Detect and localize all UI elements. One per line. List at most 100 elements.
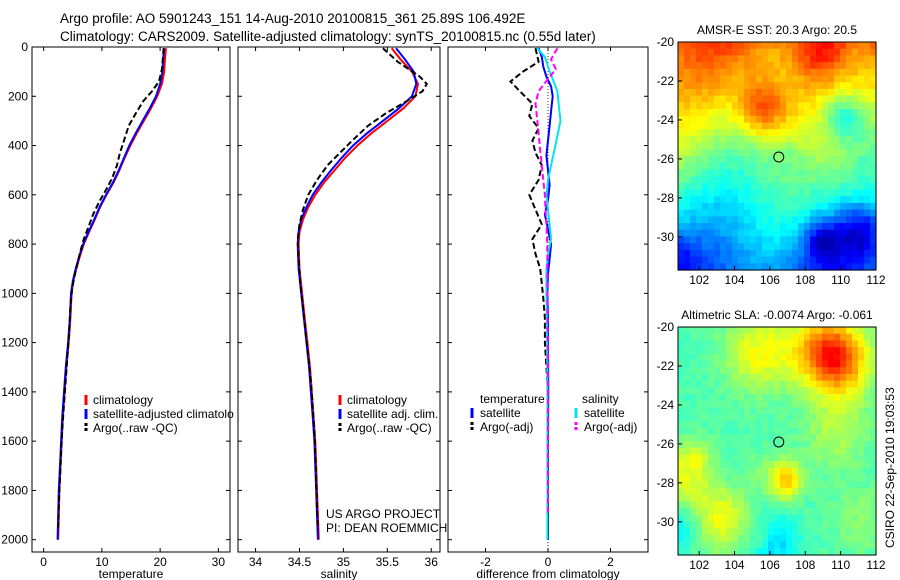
sst-heatmap-cell xyxy=(870,115,877,124)
sst-heatmap-cell xyxy=(834,48,841,57)
sst-heatmap-cell xyxy=(768,115,775,124)
sla-heatmap-cell xyxy=(828,387,835,395)
sst-heatmap-cell xyxy=(756,229,763,238)
sla-heatmap-cell xyxy=(714,548,721,556)
sla-heatmap-cell xyxy=(798,487,805,496)
sst-heatmap-cell xyxy=(840,202,847,211)
sla-heatmap-cell xyxy=(696,353,703,362)
sst-heatmap-cell xyxy=(828,182,835,191)
sla-heatmap-cell xyxy=(834,360,841,368)
sla-heatmap-cell xyxy=(702,394,709,402)
sst-heatmap-cell xyxy=(798,75,805,83)
sst-heatmap-cell xyxy=(696,68,703,77)
sla-heatmap-cell xyxy=(714,387,721,395)
sst-heatmap-cell xyxy=(744,142,751,150)
sst-heatmap-cell xyxy=(828,68,835,77)
sla-heatmap-cell xyxy=(750,461,757,469)
sla-heatmap-cell xyxy=(774,528,781,536)
sst-heatmap-cell xyxy=(738,149,745,157)
sla-heatmap-cell xyxy=(714,508,721,516)
sst-heatmap-cell xyxy=(816,142,823,150)
sst-heatmap-cell xyxy=(768,156,775,164)
sst-heatmap-cell xyxy=(780,202,787,211)
sla-heatmap-cell xyxy=(774,427,781,435)
sst-heatmap-cell xyxy=(774,223,781,231)
sst-heatmap-cell xyxy=(714,109,721,117)
sst-heatmap-cell xyxy=(738,42,745,50)
sst-heatmap-cell xyxy=(852,75,859,83)
sla-heatmap-cell xyxy=(840,367,847,375)
sla-heatmap-cell xyxy=(792,434,799,442)
sst-heatmap-cell xyxy=(846,249,853,258)
sst-heatmap-cell xyxy=(828,256,835,264)
sla-heatmap-cell xyxy=(690,494,697,502)
sst-heatmap-cell xyxy=(852,256,859,264)
sla-heatmap-cell xyxy=(720,481,727,489)
sst-heatmap-cell xyxy=(684,209,691,217)
sst-heatmap-cell xyxy=(726,88,733,97)
sst-heatmap-cell xyxy=(840,122,847,130)
temperature-ytick-label: 1600 xyxy=(1,434,28,448)
sst-argo-position-marker xyxy=(773,151,785,163)
sst-heatmap-cell xyxy=(768,249,775,258)
sla-heatmap-cell xyxy=(780,380,787,388)
sla-heatmap-cell xyxy=(726,521,733,529)
sla-heatmap-cell xyxy=(828,373,835,382)
sst-heatmap-cell xyxy=(714,209,721,217)
sla-heatmap-cell xyxy=(816,521,823,529)
sst-heatmap-cell xyxy=(810,263,817,271)
sla-heatmap-cell xyxy=(750,360,757,368)
sst-heatmap-cell xyxy=(756,162,763,171)
sst-heatmap-cell xyxy=(732,48,739,57)
sst-heatmap-cell xyxy=(816,62,823,70)
sla-heatmap-cell xyxy=(834,353,841,362)
sst-heatmap-cell xyxy=(846,176,853,184)
sla-heatmap-cells xyxy=(678,327,877,556)
sst-heatmap-cell xyxy=(822,249,829,258)
sla-heatmap-cell xyxy=(774,521,781,529)
sla-heatmap-cell xyxy=(720,534,727,543)
salinity-legend-label: Argo(..raw -QC) xyxy=(347,421,432,435)
sla-heatmap-cell xyxy=(744,461,751,469)
sla-heatmap-cell xyxy=(846,407,853,415)
sla-heatmap-cell xyxy=(696,474,703,482)
sst-heatmap-cell xyxy=(678,75,685,83)
sla-heatmap-cell xyxy=(714,487,721,496)
sst-heatmap-cell xyxy=(792,156,799,164)
sst-heatmap-cell xyxy=(846,109,853,117)
sst-heatmap-cell xyxy=(858,95,865,103)
sla-heatmap-cell xyxy=(828,414,835,422)
sla-heatmap-cell xyxy=(774,508,781,516)
sst-heatmap-cell xyxy=(678,142,685,150)
sst-heatmap-cell xyxy=(804,223,811,231)
sst-heatmap-cell xyxy=(816,95,823,103)
sla-heatmap-cell xyxy=(816,427,823,435)
sst-heatmap-cell xyxy=(732,243,739,251)
sst-heatmap-cell xyxy=(828,196,835,204)
sst-heatmap-cell xyxy=(834,129,841,137)
sst-heatmap-cell xyxy=(804,142,811,150)
sla-heatmap-cell xyxy=(732,394,739,402)
sst-heatmap-cell xyxy=(792,129,799,137)
sst-heatmap-cell xyxy=(756,249,763,258)
sla-heatmap-cell xyxy=(690,548,697,556)
salinity-xtick-label: 36 xyxy=(425,555,439,569)
sst-heatmap-cell xyxy=(768,55,775,63)
sla-heatmap-cell xyxy=(762,521,769,529)
sst-heatmap-cell xyxy=(708,48,715,57)
sla-heatmap-cell xyxy=(720,333,727,342)
sla-heatmap-cell xyxy=(732,534,739,543)
sla-heatmap-cell xyxy=(678,353,685,362)
sla-heatmap-cell xyxy=(714,333,721,342)
sst-heatmap-cell xyxy=(744,162,751,171)
sst-heatmap-cell xyxy=(786,176,793,184)
sla-heatmap-cell xyxy=(774,333,781,342)
sla-heatmap-cell xyxy=(762,380,769,388)
sla-heatmap-cell xyxy=(768,474,775,482)
sla-heatmap-cell xyxy=(804,360,811,368)
sla-heatmap-cell xyxy=(702,353,709,362)
sla-heatmap-cell xyxy=(870,400,877,409)
sla-heatmap-cell xyxy=(798,353,805,362)
sla-heatmap-cell xyxy=(714,380,721,388)
sst-heatmap-cell xyxy=(810,182,817,191)
